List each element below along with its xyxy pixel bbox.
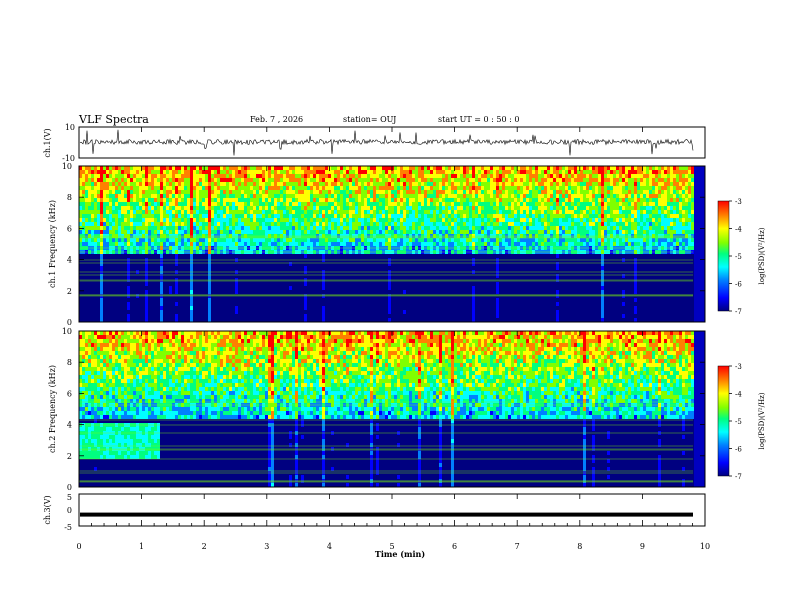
ch1-freq-ticks: 0 2 4 6 8 10 [62, 162, 705, 327]
time-tick-label: 0 [76, 542, 81, 551]
colorbar-tick-label: -5 [735, 418, 742, 426]
freq-tick-label: 0 [67, 318, 72, 327]
freq-tick-label: 10 [62, 327, 72, 336]
ch1-colorbar-label: log(PSD)(V²/Hz) [758, 227, 766, 284]
ch3-ytick-bottom: -5 [64, 523, 72, 532]
ch1-ylabel: ch.1(V) [43, 128, 52, 157]
ch3-ylabel: ch.3(V) [43, 495, 52, 524]
ch1-waveform-panel: 10 -10 ch.1(V) [43, 123, 706, 163]
time-tick-label: 7 [515, 542, 520, 551]
ch2-colorbar-label: log(PSD)(V²/Hz) [758, 392, 766, 449]
freq-tick-label: 4 [67, 421, 72, 430]
freq-tick-label: 8 [67, 358, 72, 367]
ch1-ytick-top: 10 [65, 123, 75, 132]
freq-tick-label: 2 [67, 287, 72, 296]
colorbar-tick-label: -4 [735, 391, 742, 399]
start-time-label: start UT = 0 : 50 : 0 [438, 115, 520, 124]
colorbar-tick-label: -3 [735, 363, 742, 371]
time-tick-label: 8 [577, 542, 582, 551]
freq-tick-label: 4 [67, 256, 72, 265]
ch3-ytick-top: 5 [67, 493, 72, 502]
time-tick-label: 4 [327, 542, 332, 551]
freq-tick-label: 0 [67, 483, 72, 492]
time-tick-label: 3 [264, 542, 269, 551]
ch1-freq-ylabel: ch.1 Frequency (kHz) [48, 200, 57, 288]
freq-tick-label: 2 [67, 452, 72, 461]
colorbar-tick-label: -7 [735, 473, 742, 481]
ch2-freq-ylabel: ch.2 Frequency (kHz) [48, 365, 57, 453]
colorbar-tick-label: -5 [735, 253, 742, 261]
ch1-spectrogram-panel: 0 2 4 6 8 10 ch.1 Frequency (kHz) [48, 162, 706, 327]
ch1-spectrogram-image [79, 166, 694, 322]
ch1-colorbar: -3 -4 -5 -6 -7 log(PSD)(V²/Hz) [717, 198, 766, 316]
ch1-waveform-line [79, 129, 694, 156]
freq-tick-label: 6 [67, 389, 72, 398]
colorbar-tick-label: -3 [735, 198, 742, 206]
chart-title: VLF Spectra [79, 113, 149, 126]
freq-tick-label: 8 [67, 193, 72, 202]
ch1-ytick-bottom: -10 [62, 154, 75, 163]
time-tick-label: 5 [389, 542, 394, 551]
ch2-spectrogram-image [79, 331, 694, 487]
ch2-freq-ticks: 0 2 4 6 8 10 [62, 327, 705, 492]
ch2-spectrogram-panel: 0 2 4 6 8 10 ch.2 Frequency (kHz) [48, 327, 706, 492]
time-tick-label: 2 [202, 542, 207, 551]
colorbar-tick-label: -7 [735, 308, 742, 316]
date-label: Feb. 7 , 2026 [250, 115, 304, 124]
time-tick-label: 10 [700, 542, 710, 551]
time-tick-label: 1 [139, 542, 144, 551]
ch2-colorbar: -3 -4 -5 -6 -7 log(PSD)(V²/Hz) [717, 363, 766, 481]
ch3-waveform-panel: 5 0 -5 ch.3(V) 0 1 2 3 4 5 6 7 8 9 10 Time (min) [43, 127, 710, 559]
ch3-ytick-mid: 0 [67, 506, 72, 515]
freq-tick-label: 6 [67, 224, 72, 233]
colorbar-tick-label: -6 [735, 446, 742, 454]
time-tick-label: 9 [640, 542, 645, 551]
colorbar-tick-label: -6 [735, 281, 742, 289]
colorbar-tick-label: -4 [735, 226, 742, 234]
time-tick-label: 6 [452, 542, 457, 551]
time-axis-ticks: 0 1 2 3 4 5 6 7 8 9 10 [76, 127, 710, 551]
time-axis-label: Time (min) [375, 549, 425, 559]
freq-tick-label: 10 [62, 162, 72, 171]
station-label: station= OUJ [343, 115, 397, 124]
ch3-level-line [80, 512, 693, 517]
